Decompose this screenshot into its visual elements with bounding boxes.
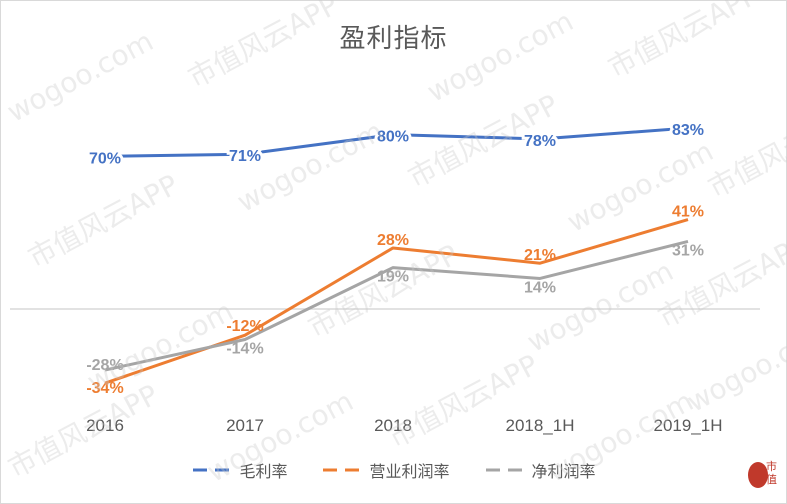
series-line-gross-margin [104,126,689,158]
x-tick-label: 2018 [374,416,412,435]
legend-swatch-icon [485,468,526,472]
series-line-net-margin [104,239,689,372]
data-label: 19% [377,269,409,286]
brand-logo: 市值 [748,460,784,490]
legend-swatch-icon [323,468,364,472]
x-tick-label: 2019_1H [653,416,723,435]
data-label: 71% [229,148,261,165]
legend-label: 净利润率 [531,462,596,481]
chart-title: 盈利指标 [339,24,448,54]
data-label: 83% [672,122,704,139]
data-label: 78% [524,133,556,150]
data-label: -14% [226,341,263,358]
logo-text: 市值 [766,460,777,486]
legend: 毛利率 营业利润率 净利润率 [0,458,787,482]
legend-item: 净利润率 [484,458,596,482]
legend-item: 营业利润率 [321,458,450,482]
data-label: -12% [226,318,263,335]
logo-seal-icon [748,462,768,488]
data-label: 28% [377,232,409,249]
x-tick-label: 2017 [226,416,264,435]
x-tick-label: 2018_1H [505,416,575,435]
data-label: 21% [524,247,556,264]
legend-label: 毛利率 [239,462,288,481]
legend-label: 营业利润率 [369,462,450,481]
data-label: -34% [86,380,123,397]
data-label: 14% [524,279,556,296]
data-label: 31% [672,242,704,259]
data-label: -28% [86,357,123,374]
data-label: 80% [377,129,409,146]
data-label: 70% [89,150,121,167]
legend-swatch-icon [193,468,234,472]
legend-item: 毛利率 [191,458,287,482]
x-tick-label: 2016 [86,416,124,435]
data-label: 41% [672,204,704,221]
